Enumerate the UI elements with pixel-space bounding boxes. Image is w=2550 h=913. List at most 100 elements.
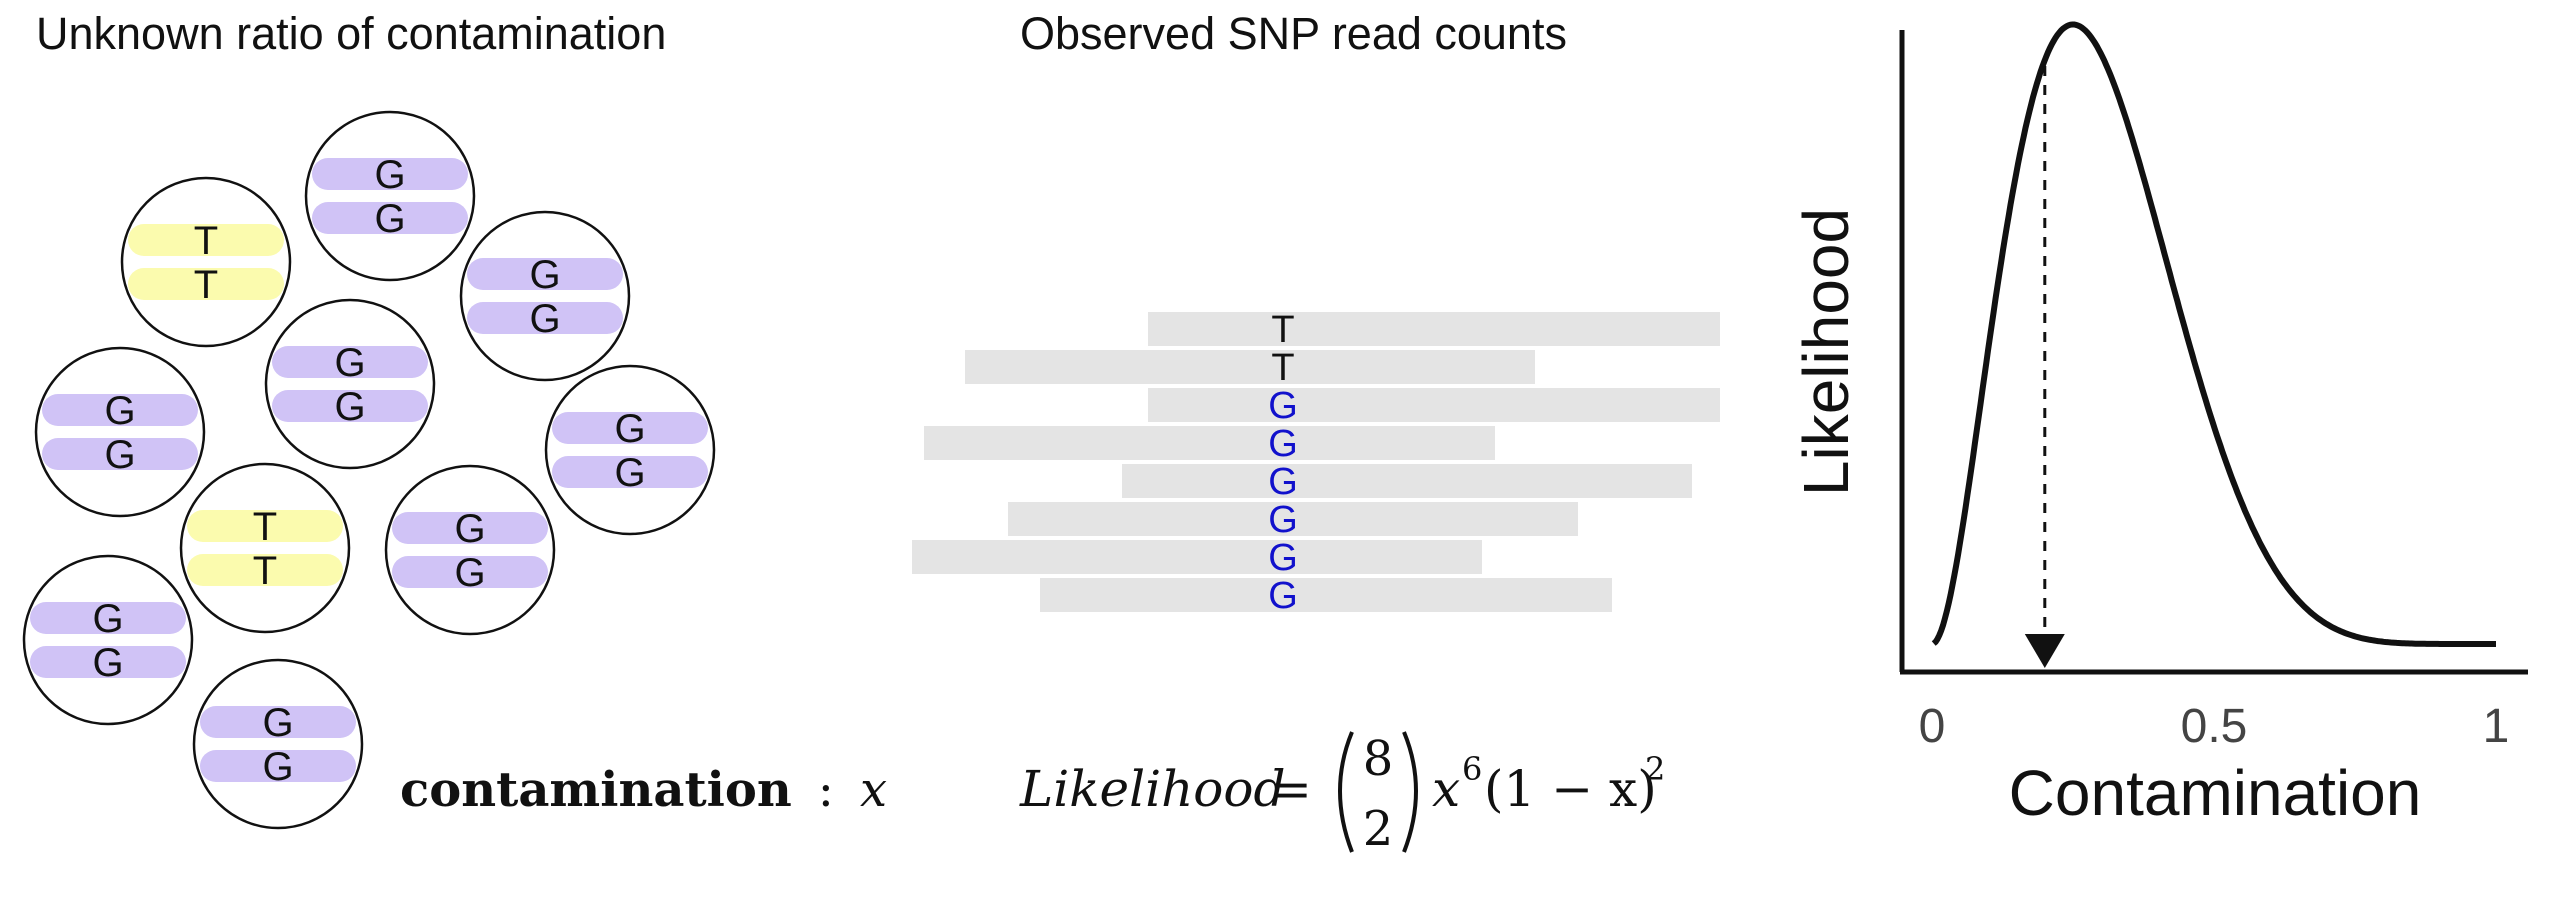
allele-bar <box>42 394 198 426</box>
read-base: G <box>1268 575 1298 617</box>
read-bar <box>1040 578 1612 612</box>
read-base: G <box>1268 499 1298 541</box>
allele-bar <box>272 390 428 422</box>
allele-bar <box>272 346 428 378</box>
cell-outline <box>304 110 476 282</box>
cell: TT <box>179 462 351 634</box>
allele-label: G <box>334 341 365 385</box>
binomial-right-paren <box>1402 731 1418 853</box>
allele-bar <box>200 750 356 782</box>
allele-bar <box>187 554 343 586</box>
read: G <box>912 537 1482 579</box>
allele-label: G <box>454 551 485 595</box>
left-panel-title: Unknown ratio of contamination <box>36 8 667 59</box>
allele-label: G <box>262 701 293 745</box>
allele-bar <box>30 602 186 634</box>
binomial-left-paren <box>1338 731 1354 853</box>
allele-bar <box>312 202 468 234</box>
read: T <box>965 347 1535 389</box>
x-tick-label: 0 <box>1919 700 1946 753</box>
contamination-caption: contamination : x <box>400 762 887 818</box>
allele-bar <box>467 302 623 334</box>
allele-label: G <box>614 407 645 451</box>
read-base: G <box>1268 385 1298 427</box>
allele-bar <box>312 158 468 190</box>
cell: GG <box>459 210 631 382</box>
cell-outline <box>459 210 631 382</box>
read-base: T <box>1271 347 1294 389</box>
read-base: T <box>1271 309 1294 351</box>
allele-label: G <box>374 197 405 241</box>
read-base: G <box>1268 423 1298 465</box>
read-base: G <box>1268 461 1298 503</box>
formula-lhs: Likelihood <box>1019 760 1285 818</box>
allele-bar <box>392 512 548 544</box>
read-bar <box>1148 312 1720 346</box>
cell: GG <box>192 658 364 830</box>
read: G <box>1122 461 1692 503</box>
cell-outline <box>22 554 194 726</box>
caption-label: contamination <box>400 762 792 818</box>
caption-separator: : <box>818 762 834 818</box>
allele-bar <box>467 258 623 290</box>
mle-arrowhead <box>2024 634 2065 668</box>
cell: GG <box>384 464 556 636</box>
binomial-k: 2 <box>1363 801 1394 857</box>
x-tick-label: 1 <box>2483 700 2510 753</box>
read: G <box>1040 575 1612 617</box>
allele-label: G <box>454 507 485 551</box>
allele-bar <box>42 438 198 470</box>
allele-label: G <box>334 385 365 429</box>
likelihood-plot: 0 0.5 1 Contamination Likelihood <box>1790 21 2528 829</box>
allele-label: G <box>104 389 135 433</box>
allele-label: G <box>92 597 123 641</box>
allele-label: G <box>92 641 123 685</box>
cell: TT <box>120 176 292 348</box>
x-axis-title: Contamination <box>2009 757 2422 829</box>
binomial-n: 8 <box>1363 731 1394 787</box>
cell: GG <box>264 298 436 470</box>
middle-panel-title: Observed SNP read counts <box>1020 8 1567 59</box>
allele-bar <box>128 224 284 256</box>
cell-outline <box>544 364 716 536</box>
cell: GG <box>304 110 476 282</box>
allele-label: G <box>529 253 560 297</box>
cell: GG <box>544 364 716 536</box>
allele-bar <box>128 268 284 300</box>
formula-exponent-2: 2 <box>1645 750 1665 788</box>
allele-label: T <box>194 219 218 263</box>
read: T <box>1148 309 1720 351</box>
x-tick-label: 0.5 <box>2181 700 2248 753</box>
cell-outline <box>192 658 364 830</box>
cell-outline <box>120 176 292 348</box>
cell-outline <box>384 464 556 636</box>
allele-label: G <box>262 745 293 789</box>
read-bar <box>912 540 1482 574</box>
allele-bar <box>30 646 186 678</box>
allele-bar <box>552 456 708 488</box>
likelihood-curve <box>1931 21 2496 647</box>
allele-label: G <box>104 433 135 477</box>
read-bar <box>1148 388 1720 422</box>
read-bar <box>924 426 1495 460</box>
allele-bar <box>200 706 356 738</box>
formula-x: x <box>1432 760 1460 818</box>
allele-bar <box>187 510 343 542</box>
read: G <box>1148 385 1720 427</box>
x-tick-labels: 0 0.5 1 <box>1919 700 2510 753</box>
read: G <box>924 423 1495 465</box>
cell: GG <box>34 346 206 518</box>
allele-label: G <box>529 297 560 341</box>
caption-variable: x <box>860 762 887 818</box>
cell-outline <box>34 346 206 518</box>
allele-label: G <box>374 153 405 197</box>
cell: GG <box>22 554 194 726</box>
allele-label: G <box>614 451 645 495</box>
read: G <box>1008 499 1578 541</box>
allele-label: T <box>253 549 277 593</box>
read-bar <box>965 350 1535 384</box>
